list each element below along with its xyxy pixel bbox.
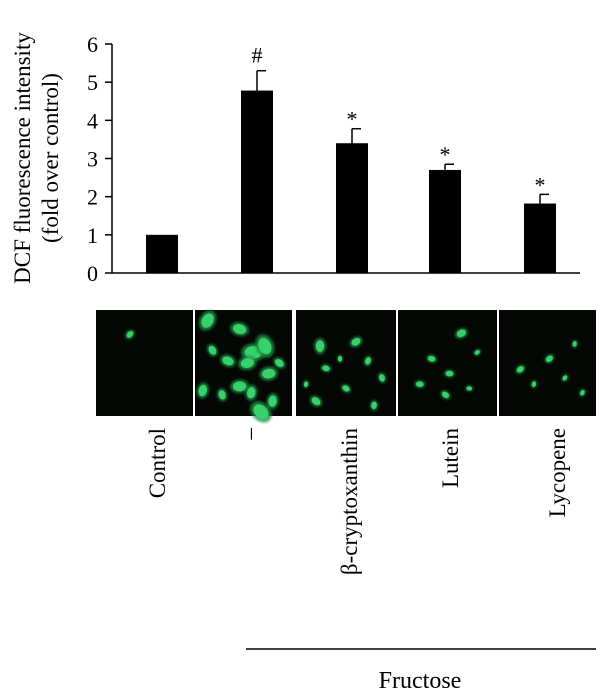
bar (429, 169, 461, 273)
y-ticks: 0 1 2 3 4 5 6 (87, 32, 112, 286)
significance-markers: # * * * (252, 43, 546, 198)
y-tick-label: 1 (87, 223, 98, 248)
fluorescent-cell (253, 404, 269, 420)
fluorescent-cell (337, 355, 343, 362)
micrograph-strip (96, 310, 596, 423)
bar (241, 90, 273, 274)
fluorescent-cell (198, 384, 208, 397)
y-tick-label: 3 (87, 147, 98, 172)
fluorescent-cell (247, 387, 256, 399)
fluorescent-cell (222, 356, 234, 366)
fluorescent-cell (442, 391, 450, 398)
fluorescent-cell (371, 401, 377, 410)
y-axis-label-line1: DCF fluorescence intensity (10, 32, 35, 284)
fluorescent-cell (562, 375, 568, 381)
y-tick-label: 2 (87, 185, 98, 210)
fluorescent-cell (315, 340, 325, 352)
micrograph-background (398, 310, 497, 416)
fluorescent-cell (218, 390, 226, 400)
micrograph-panel (96, 310, 193, 416)
category-label: Lutein (438, 428, 463, 489)
fluorescent-cell (531, 381, 537, 388)
bar (146, 234, 178, 273)
fluorescent-cell (456, 329, 466, 338)
fluorescent-cell (232, 381, 247, 392)
bar (524, 203, 556, 273)
fluorescent-cell (275, 358, 284, 368)
fluorescent-cell (311, 397, 321, 406)
micrograph-panel (499, 310, 596, 416)
fluorescent-cell (379, 374, 385, 382)
fluorescent-cell (240, 358, 254, 368)
y-tick-label: 4 (87, 108, 98, 133)
category-label: – (237, 428, 262, 441)
fluorescent-cell (322, 365, 330, 372)
fluorescent-cell (208, 345, 217, 355)
bars (146, 90, 556, 274)
fluorescent-cell (445, 370, 454, 377)
significance-marker: * (535, 172, 546, 197)
category-label: Control (145, 428, 170, 498)
micrograph-panel (296, 310, 396, 416)
fluorescent-cell (303, 381, 309, 388)
significance-marker: * (440, 142, 451, 167)
category-label: Lycopene (545, 428, 570, 517)
fluorescent-cell (262, 368, 276, 379)
fluorescent-cell (268, 395, 277, 407)
fluorescent-cell (351, 337, 361, 346)
category-label: β-cryptoxanthin (337, 428, 362, 576)
fluorescent-cell (474, 349, 480, 355)
fluorescent-cell (126, 331, 134, 338)
y-tick-label: 6 (87, 32, 98, 57)
y-tick-label: 5 (87, 70, 98, 95)
fluorescent-cell (580, 389, 585, 396)
category-labels: Control – β-cryptoxanthin Lutein Lycopene (145, 428, 570, 576)
significance-marker: # (252, 43, 263, 68)
significance-marker: * (347, 107, 358, 132)
fluorescent-cell (233, 324, 247, 335)
fluorescent-cell (427, 355, 436, 362)
fluorescent-cell (572, 341, 577, 347)
micrograph-background (96, 310, 193, 416)
fluorescent-cell (258, 337, 272, 355)
fructose-group-label: Fructose (379, 668, 462, 694)
micrograph-panel (398, 310, 497, 416)
micrograph-panel (195, 310, 292, 423)
fluorescent-cell (342, 385, 350, 392)
fluorescent-cell (415, 381, 424, 388)
fluorescent-cell (516, 366, 524, 373)
fluorescent-cell (466, 386, 473, 391)
fluorescent-cell (365, 357, 371, 365)
fluorescent-cell (201, 313, 214, 328)
y-axis-label-line2: (fold over control) (38, 73, 63, 243)
y-tick-label: 0 (87, 261, 98, 286)
error-bars (256, 69, 549, 204)
bar (336, 143, 368, 273)
fluorescent-cell (545, 355, 553, 362)
